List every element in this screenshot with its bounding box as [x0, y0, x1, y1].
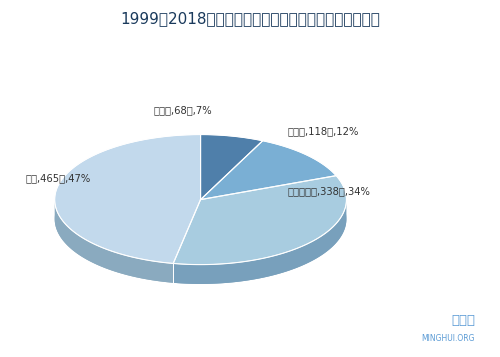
Polygon shape — [173, 201, 346, 284]
Polygon shape — [200, 160, 336, 219]
Polygon shape — [173, 176, 346, 265]
Text: 司法局,68人,7%: 司法局,68人,7% — [154, 105, 212, 115]
Text: 监狱,465人,47%: 监狱,465人,47% — [25, 174, 90, 183]
Polygon shape — [54, 154, 201, 283]
Polygon shape — [173, 195, 346, 284]
Text: 检察院,118人,12%: 检察院,118人,12% — [287, 126, 358, 136]
Polygon shape — [54, 135, 201, 263]
Polygon shape — [54, 201, 173, 283]
Polygon shape — [200, 154, 262, 219]
Polygon shape — [200, 141, 336, 200]
Text: 法院、律师,338人,34%: 法院、律师,338人,34% — [287, 186, 370, 196]
Text: 明慕網: 明慕網 — [451, 314, 475, 327]
Polygon shape — [200, 135, 262, 200]
Text: MINGHUI.ORG: MINGHUI.ORG — [422, 334, 475, 343]
Text: 1999～2018年中共检察院、法院、监狱遇恶报人数统计: 1999～2018年中共检察院、法院、监狱遇恶报人数统计 — [120, 11, 380, 26]
